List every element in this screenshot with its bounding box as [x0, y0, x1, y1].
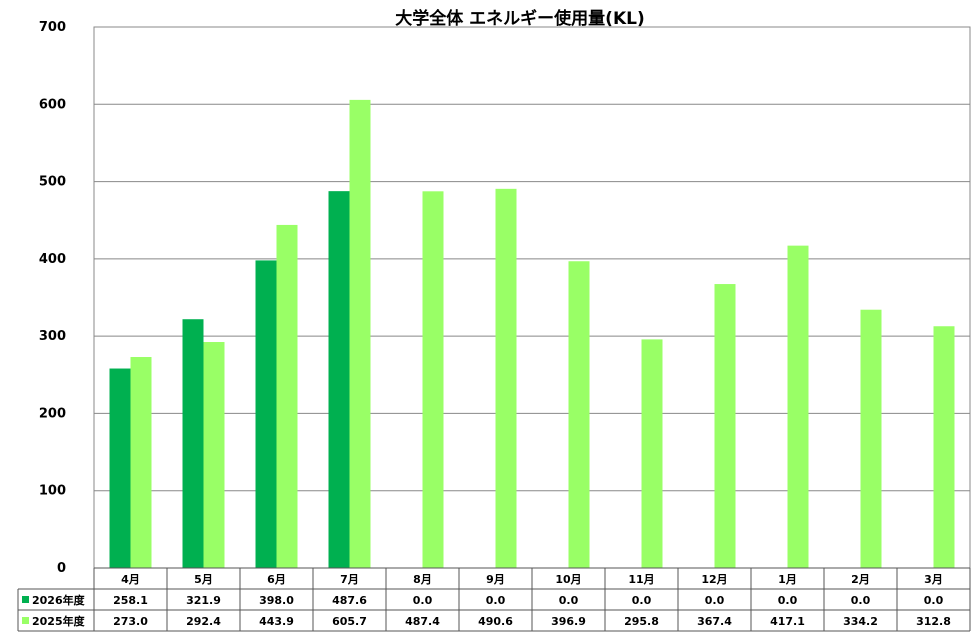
data-label: 398.0: [259, 594, 294, 607]
data-label: 490.6: [478, 615, 513, 628]
legend-swatch: [22, 596, 29, 603]
legend-label: 2026年度: [32, 593, 86, 607]
x-tick-label: 4月: [121, 573, 140, 586]
bar-previous: [495, 188, 517, 568]
y-tick-label: 300: [39, 329, 66, 344]
x-tick-label: 7月: [340, 573, 359, 586]
data-label: 0.0: [632, 594, 652, 607]
data-label: 292.4: [186, 615, 221, 628]
x-tick-label: 8月: [413, 573, 432, 586]
data-label: 0.0: [559, 594, 579, 607]
x-tick-label: 9月: [486, 573, 505, 586]
data-label: 312.8: [916, 615, 951, 628]
legend-label: 2025年度: [32, 614, 86, 628]
y-tick-label: 200: [39, 406, 66, 421]
data-label: 321.9: [186, 594, 221, 607]
y-tick-label: 500: [39, 175, 66, 190]
bar-current: [109, 368, 131, 568]
data-label: 396.9: [551, 615, 586, 628]
x-tick-label: 10月: [555, 573, 581, 586]
bar-previous: [276, 224, 298, 568]
data-label: 0.0: [705, 594, 725, 607]
y-tick-label: 700: [39, 20, 66, 35]
x-tick-label: 12月: [701, 573, 727, 586]
data-label: 295.8: [624, 615, 659, 628]
data-label: 273.0: [113, 615, 148, 628]
bar-previous: [860, 309, 882, 568]
bars: [109, 99, 955, 569]
y-tick-label: 600: [39, 97, 66, 112]
bar-previous: [933, 326, 955, 568]
bar-previous: [787, 245, 809, 568]
y-tick-label: 100: [39, 484, 66, 499]
data-label: 334.2: [843, 615, 878, 628]
x-tick-label: 6月: [267, 573, 286, 586]
data-label: 0.0: [486, 594, 506, 607]
data-label: 605.7: [332, 615, 367, 628]
x-tick-label: 5月: [194, 573, 213, 586]
x-tick-label: 2月: [851, 573, 870, 586]
y-axis: 0 100 200 300 400 500 600 700: [39, 20, 66, 576]
bar-previous: [641, 339, 663, 568]
x-tick-label: 3月: [924, 573, 943, 586]
data-label: 0.0: [851, 594, 871, 607]
data-label: 443.9: [259, 615, 294, 628]
data-label: 367.4: [697, 615, 732, 628]
y-tick-label: 400: [39, 252, 66, 267]
data-label: 0.0: [413, 594, 433, 607]
data-label: 417.1: [770, 615, 805, 628]
data-table: 4月 5月 6月 7月 8月 9月 10月 11月 12月 1月 2月 3月 2026年度 258.1 32…: [17, 567, 971, 632]
y-tick-label: 0: [57, 561, 66, 576]
x-tick-label: 11月: [628, 573, 654, 586]
bar-previous: [422, 191, 444, 568]
data-label: 0.0: [924, 594, 944, 607]
data-label: 487.6: [332, 594, 367, 607]
data-label: 487.4: [405, 615, 440, 628]
x-tick-label: 1月: [778, 573, 797, 586]
bar-previous: [714, 284, 736, 568]
chart-title: 大学全体 エネルギー使用量(KL): [395, 8, 644, 29]
plot-frame: [93, 26, 971, 569]
bar-previous: [130, 357, 152, 568]
bar-previous: [349, 99, 371, 568]
legend-swatch: [22, 617, 29, 624]
data-label: 0.0: [778, 594, 798, 607]
bar-current: [255, 260, 277, 568]
bar-previous: [203, 342, 225, 568]
bar-current: [182, 319, 204, 568]
bar-previous: [568, 261, 590, 568]
bar-current: [328, 191, 350, 569]
grid-lines: [93, 26, 971, 569]
data-label: 258.1: [113, 594, 148, 607]
